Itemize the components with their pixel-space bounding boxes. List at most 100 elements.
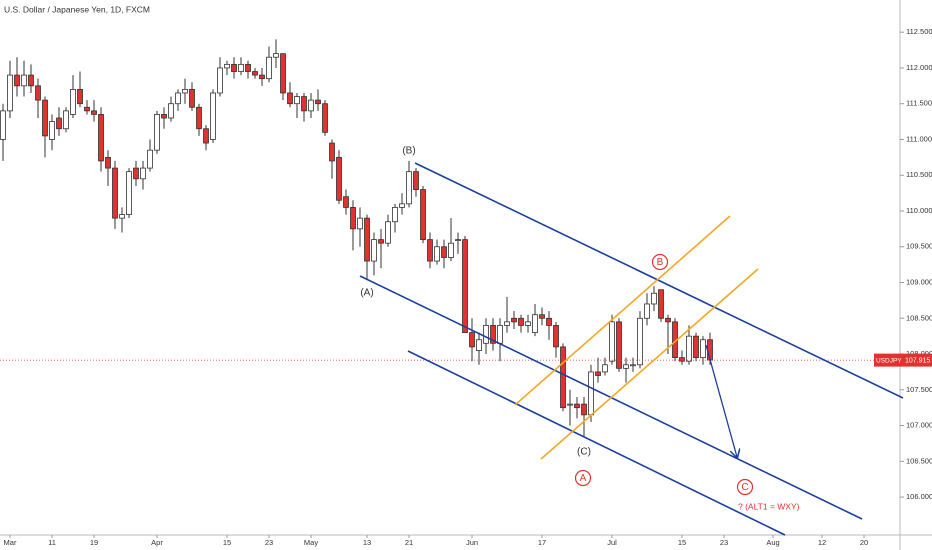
candle-body: [511, 317, 517, 323]
candle-body: [406, 171, 412, 205]
y-tick-label: 110.000: [906, 206, 932, 215]
channel-upper: [414, 162, 904, 399]
x-tick-label: Mar: [4, 538, 17, 547]
candle-body: [70, 89, 76, 115]
y-tick-label: 109.000: [906, 278, 932, 287]
wave-label: (A): [360, 288, 373, 299]
candle-body: [7, 74, 13, 112]
candle-body: [588, 371, 594, 416]
channel-lower: [407, 350, 786, 536]
candle-body: [266, 56, 272, 80]
wave-circle: [574, 469, 592, 487]
candle-body: [595, 371, 601, 376]
x-tick-label: Aug: [766, 538, 779, 547]
candle-body: [196, 106, 202, 130]
x-tick-label: 19: [90, 538, 98, 547]
y-tick-label: 111.000: [906, 134, 932, 143]
candle-body: [392, 207, 398, 223]
y-tick-label: 110.500: [906, 170, 932, 179]
candle-body: [686, 335, 692, 362]
candle-body: [623, 364, 629, 369]
candle-body: [252, 71, 258, 76]
x-tick-label: 15: [678, 538, 686, 547]
y-tick-label: 107.000: [906, 421, 932, 430]
x-tick-label: 20: [860, 538, 868, 547]
candle-body: [140, 167, 146, 180]
orange-channel-upper: [514, 215, 731, 406]
candle-body: [455, 239, 461, 242]
candle-body: [343, 196, 349, 208]
orange-channel-lower: [540, 268, 759, 460]
x-tick-label: 21: [405, 538, 413, 547]
candle-body: [0, 110, 6, 140]
candle-body: [259, 74, 265, 80]
candle-body: [581, 403, 587, 416]
x-tick-label: 15: [223, 538, 231, 547]
x-tick-label: Jun: [466, 538, 478, 547]
candle-body: [294, 96, 300, 105]
candle-body: [497, 325, 503, 344]
candle-body: [231, 63, 237, 72]
x-tick-label: 17: [538, 538, 546, 547]
candle-body: [203, 128, 209, 144]
candle-body: [119, 214, 125, 219]
candle-body: [427, 239, 433, 262]
candle-body: [441, 246, 447, 258]
candle-body: [420, 189, 426, 241]
candle-body: [364, 217, 370, 262]
candle-body: [651, 292, 657, 305]
candle-body: [385, 221, 391, 244]
candle-body: [56, 117, 62, 130]
y-tick-label: 111.500: [906, 99, 932, 108]
candle-body: [98, 114, 104, 162]
candle-body: [238, 63, 244, 72]
x-tick-label: 11: [48, 538, 56, 547]
candle-body: [567, 403, 573, 406]
y-tick-label: 108.000: [906, 349, 932, 358]
candle-body: [350, 207, 356, 230]
candle-body: [329, 142, 335, 162]
wave-label: A: [580, 473, 587, 484]
wave-circle: [736, 478, 754, 496]
wave-label: (C): [577, 447, 591, 458]
candle-body: [574, 403, 580, 409]
x-tick-label: 12: [818, 538, 826, 547]
candle-body: [679, 357, 685, 362]
candle-body: [28, 74, 34, 87]
candle-body: [609, 321, 615, 362]
candle-body: [630, 364, 636, 367]
candle-body: [560, 346, 566, 409]
candle-body: [532, 314, 538, 333]
x-tick-label: 23: [265, 538, 273, 547]
candle-body: [280, 53, 286, 94]
y-tick-label: 112.000: [906, 63, 932, 72]
candle-body: [35, 85, 41, 101]
candle-body: [147, 149, 153, 169]
y-tick-label: 106.500: [906, 456, 932, 465]
candle-body: [14, 74, 20, 87]
candle-body: [553, 325, 559, 348]
candle-body: [154, 114, 160, 151]
candle-body: [546, 317, 552, 326]
wave-circle: [651, 253, 669, 271]
candle-body: [413, 171, 419, 190]
projection-arrow: [705, 344, 737, 457]
candle-body: [322, 103, 328, 133]
candle-body: [245, 63, 251, 72]
candle-body: [63, 110, 69, 130]
candle-body: [665, 317, 671, 323]
candle-body: [175, 92, 181, 105]
candle-body: [434, 246, 440, 262]
y-tick-label: 112.500: [906, 27, 932, 36]
candle-body: [217, 67, 223, 94]
y-tick-label: 107.500: [906, 385, 932, 394]
candle-body: [315, 99, 321, 105]
candle-body: [308, 99, 314, 112]
wave-label: B: [657, 257, 664, 268]
wave-label: C: [741, 482, 748, 493]
candle-body: [273, 53, 279, 58]
wave-label: (B): [402, 146, 415, 157]
candle-body: [476, 339, 482, 351]
candle-body: [525, 321, 531, 326]
